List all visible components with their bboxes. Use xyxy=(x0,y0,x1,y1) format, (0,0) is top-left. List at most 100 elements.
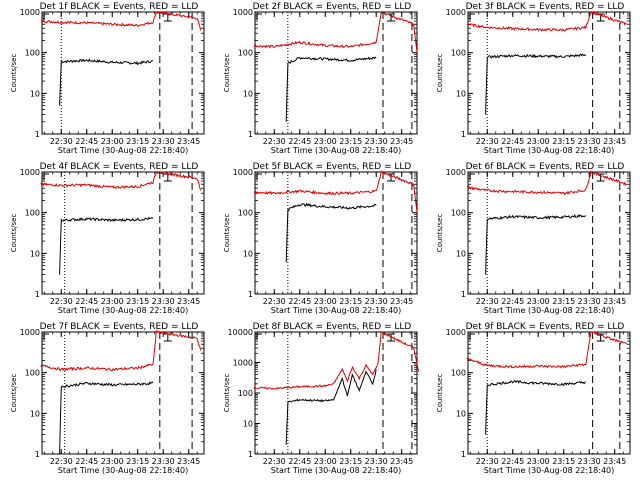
x-tick-label: 22:30 xyxy=(263,297,286,306)
x-axis-label: Start Time (30-Aug-08 22:18:40) xyxy=(271,306,402,315)
x-tick-label: 23:00 xyxy=(101,297,124,306)
y-tick-label: 1 xyxy=(461,130,466,139)
lld-series-line xyxy=(40,10,202,31)
x-tick-label: 23:30 xyxy=(365,457,388,466)
panel-title: Det 6f BLACK = Events, RED = LLD xyxy=(466,162,625,172)
x-tick-label: 23:45 xyxy=(390,137,413,146)
x-tick-label: 23:45 xyxy=(603,137,626,146)
marker-glyph xyxy=(163,13,172,22)
y-tick-label: 1 xyxy=(248,130,253,139)
x-axis-label: Start Time (30-Aug-08 22:18:40) xyxy=(58,306,189,315)
y-tick-label: 1000 xyxy=(20,328,40,337)
plot-frame xyxy=(467,331,631,455)
plot-frame xyxy=(254,11,418,135)
detector-panel-3: Det 3f BLACK = Events, RED = LLD 1 10 100 10… xyxy=(436,2,631,155)
x-tick-label: 23:00 xyxy=(314,137,337,146)
y-tick-label: 1 xyxy=(461,450,466,459)
marker-glyph xyxy=(163,333,172,342)
y-tick-label: 100 xyxy=(451,49,466,58)
corner-glyph xyxy=(256,173,262,180)
x-tick-label: 22:45 xyxy=(501,457,524,466)
x-tick-label: 22:45 xyxy=(288,297,311,306)
detector-panel-1: Det 1f BLACK = Events, RED = LLD 1 10 100 10… xyxy=(10,2,205,155)
corner-glyph xyxy=(256,333,262,340)
x-tick-label: 22:45 xyxy=(288,457,311,466)
plot-frame xyxy=(41,171,205,295)
corner-glyph xyxy=(43,13,49,20)
x-axis-label: Start Time (30-Aug-08 22:18:40) xyxy=(484,466,615,475)
x-tick-label: 22:30 xyxy=(263,457,286,466)
x-tick-label: 23:00 xyxy=(527,457,550,466)
y-tick-label: 100 xyxy=(451,209,466,218)
y-tick-label: 10 xyxy=(456,249,466,258)
x-tick-label: 23:45 xyxy=(603,457,626,466)
x-tick-label: 22:30 xyxy=(50,457,73,466)
y-tick-label: 100 xyxy=(25,369,40,378)
y-tick-label: 10000 xyxy=(228,328,253,337)
x-axis-label: Start Time (30-Aug-08 22:18:40) xyxy=(271,466,402,475)
x-tick-label: 22:45 xyxy=(75,457,98,466)
x-tick-label: 23:45 xyxy=(177,457,200,466)
x-tick-label: 23:00 xyxy=(101,137,124,146)
corner-glyph xyxy=(469,13,475,20)
panel-title: Det 1f BLACK = Events, RED = LLD xyxy=(40,2,199,12)
x-axis-label: Start Time (30-Aug-08 22:18:40) xyxy=(484,146,615,155)
detector-panel-2: Det 2f BLACK = Events, RED = LLD 1 10 100 10… xyxy=(223,2,418,155)
detector-panel-9: Det 9f BLACK = Events, RED = LLD 1 10 100 10… xyxy=(436,322,631,475)
y-axis-label: Counts/sec xyxy=(436,54,444,93)
plot-frame xyxy=(467,11,631,135)
x-tick-label: 22:45 xyxy=(501,137,524,146)
panel-title: Det 7f BLACK = Events, RED = LLD xyxy=(40,322,199,332)
x-tick-label: 23:15 xyxy=(126,137,149,146)
events-series-line xyxy=(485,53,587,115)
y-tick-label: 100 xyxy=(25,49,40,58)
x-axis-label: Start Time (30-Aug-08 22:18:40) xyxy=(58,146,189,155)
y-tick-label: 10 xyxy=(30,249,40,258)
y-tick-label: 1 xyxy=(461,290,466,299)
detector-panel-7: Det 7f BLACK = Events, RED = LLD 1 10 100 10… xyxy=(10,322,205,475)
corner-glyph xyxy=(43,173,49,180)
y-axis-label: Counts/sec xyxy=(10,214,18,253)
x-tick-label: 23:30 xyxy=(365,297,388,306)
x-tick-label: 23:45 xyxy=(177,297,200,306)
x-tick-label: 23:45 xyxy=(603,297,626,306)
x-tick-label: 23:00 xyxy=(527,297,550,306)
y-tick-label: 10 xyxy=(456,409,466,418)
y-tick-label: 1000 xyxy=(446,328,466,337)
x-axis-label: Start Time (30-Aug-08 22:18:40) xyxy=(484,306,615,315)
events-series-line xyxy=(285,56,377,122)
panel-title: Det 2f BLACK = Events, RED = LLD xyxy=(253,2,412,12)
corner-glyph xyxy=(469,333,475,340)
panel-title: Det 4f BLACK = Events, RED = LLD xyxy=(40,162,199,172)
x-tick-label: 23:45 xyxy=(390,457,413,466)
x-tick-label: 22:30 xyxy=(476,137,499,146)
events-series-line xyxy=(59,216,154,275)
lld-series-line xyxy=(253,11,418,53)
x-tick-label: 23:15 xyxy=(126,297,149,306)
lld-series-line xyxy=(466,10,627,32)
y-tick-label: 10 xyxy=(243,249,253,258)
y-axis-label: Counts/sec xyxy=(436,214,444,253)
x-tick-label: 23:30 xyxy=(152,297,175,306)
detector-panel-6: Det 6f BLACK = Events, RED = LLD 1 10 100 10… xyxy=(436,162,631,315)
y-axis-label: Counts/sec xyxy=(10,374,18,413)
y-tick-label: 10 xyxy=(30,409,40,418)
y-tick-label: 100 xyxy=(238,209,253,218)
lld-series-line xyxy=(40,329,202,372)
corner-glyph xyxy=(256,13,262,20)
y-tick-label: 100 xyxy=(238,389,253,398)
x-tick-label: 23:15 xyxy=(339,457,362,466)
panel-title: Det 3f BLACK = Events, RED = LLD xyxy=(466,2,625,12)
events-series-line xyxy=(59,58,154,106)
x-tick-label: 23:15 xyxy=(552,297,575,306)
x-tick-label: 23:00 xyxy=(314,297,337,306)
x-tick-label: 23:00 xyxy=(314,457,337,466)
x-tick-label: 23:30 xyxy=(578,457,601,466)
y-tick-label: 1 xyxy=(35,290,40,299)
x-tick-label: 23:30 xyxy=(578,137,601,146)
y-axis-label: Counts/sec xyxy=(436,374,444,413)
x-tick-label: 23:45 xyxy=(177,137,200,146)
y-tick-label: 1 xyxy=(248,290,253,299)
x-tick-label: 22:30 xyxy=(50,297,73,306)
y-tick-label: 1000 xyxy=(233,8,253,17)
